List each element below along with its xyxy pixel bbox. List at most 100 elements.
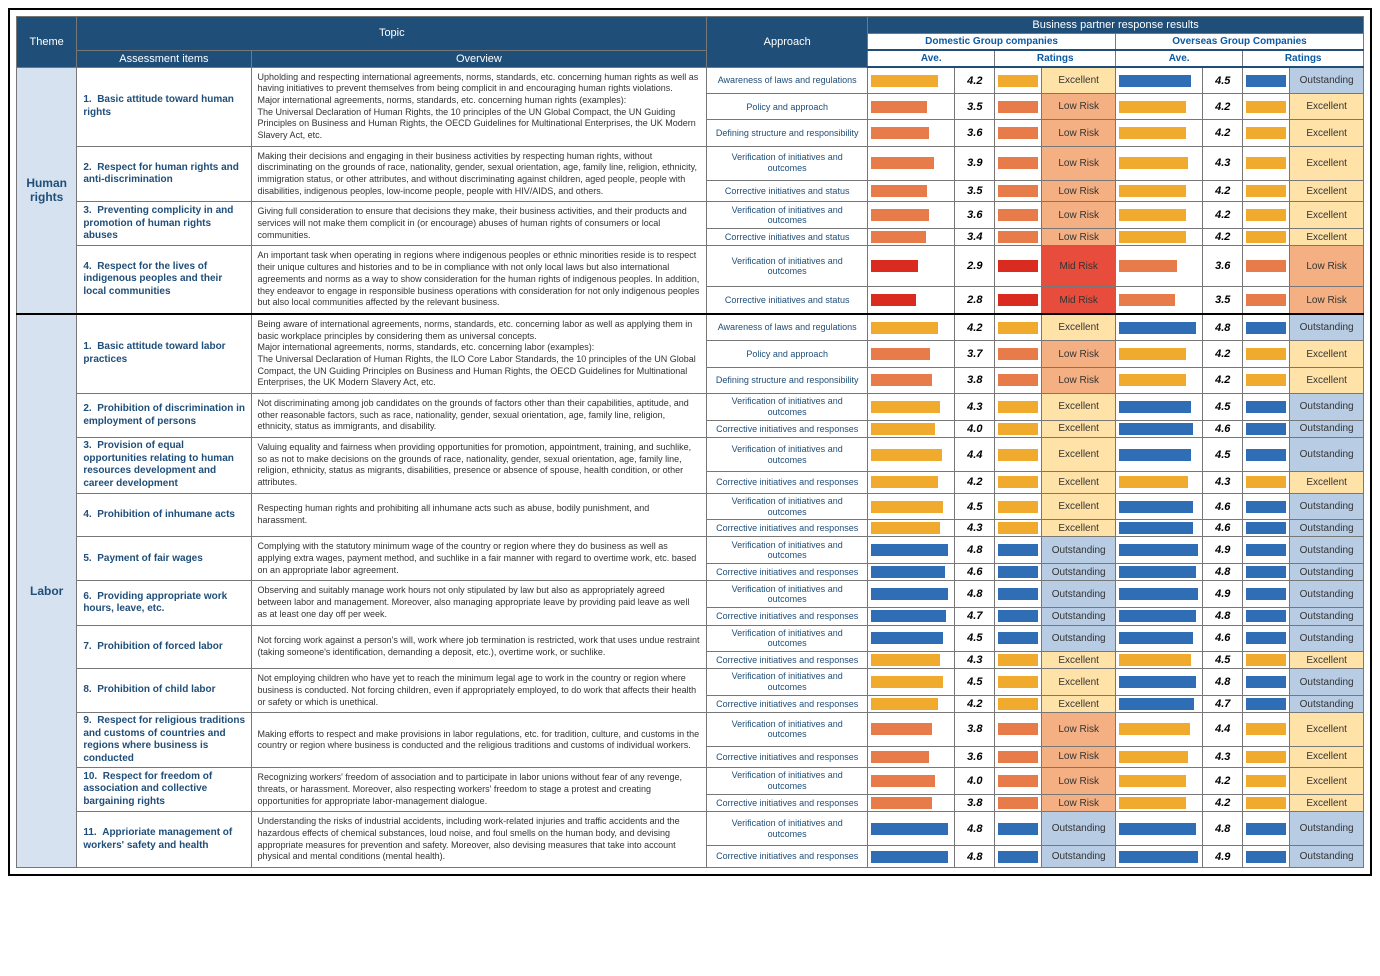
rating-label: Outstanding [1290,314,1364,341]
score-value: 4.2 [1203,202,1243,229]
score-bar [1116,438,1203,472]
rating-label: Excellent [1042,652,1116,669]
score-value: 3.8 [955,367,995,393]
rating-label: Outstanding [1290,493,1364,520]
rating-label: Outstanding [1042,608,1116,625]
hdr-overseas: Overseas Group Companies [1116,34,1364,51]
rating-bar [1243,537,1290,564]
score-bar [868,768,955,795]
assessment-item: 7. Prohibition of forced labor [77,625,251,669]
score-value: 3.4 [955,229,995,246]
rating-bar [995,669,1042,696]
approach-label: Verification of initiatives and outcomes [707,438,868,472]
assessment-item: 2. Prohibition of discrimination in empl… [77,394,251,438]
approach-label: Verification of initiatives and outcomes [707,202,868,229]
score-value: 2.8 [955,287,995,314]
rating-bar [995,394,1042,421]
table-row: 4. Prohibition of inhumane actsRespectin… [17,493,1364,520]
overview-text: Complying with the statutory minimum wag… [251,537,707,581]
rating-bar [1243,146,1290,180]
rating-label: Outstanding [1290,394,1364,421]
rating-label: Low Risk [1042,341,1116,367]
score-bar [1116,669,1203,696]
overview-text: Upholding and respecting international a… [251,67,707,146]
score-value: 3.8 [955,795,995,812]
rating-label: Excellent [1290,768,1364,795]
rating-label: Excellent [1290,652,1364,669]
approach-label: Defining structure and responsibility [707,367,868,393]
score-value: 4.2 [955,696,995,713]
rating-label: Excellent [1042,314,1116,341]
score-bar [868,564,955,581]
score-bar [1116,202,1203,229]
rating-bar [995,202,1042,229]
approach-label: Corrective initiatives and responses [707,696,868,713]
rating-label: Excellent [1290,229,1364,246]
rating-bar [1243,652,1290,669]
score-value: 4.8 [1203,812,1243,846]
score-bar [868,795,955,812]
hdr-dom-ave: Ave. [868,50,995,67]
table-row: 2. Prohibition of discrimination in empl… [17,394,1364,421]
rating-label: Outstanding [1290,812,1364,846]
assessment-item: 6. Providing appropriate work hours, lea… [77,581,251,625]
rating-label: Excellent [1290,746,1364,767]
overview-text: Recognizing workers' freedom of associat… [251,768,707,812]
rating-label: Outstanding [1042,537,1116,564]
rating-bar [1243,202,1290,229]
score-value: 4.2 [955,67,995,94]
approach-label: Corrective initiatives and status [707,180,868,202]
rating-bar [995,581,1042,608]
rating-label: Low Risk [1290,287,1364,314]
rating-label: Outstanding [1042,812,1116,846]
rating-bar [995,537,1042,564]
rating-label: Excellent [1042,472,1116,494]
score-value: 4.6 [955,564,995,581]
rating-label: Outstanding [1290,625,1364,652]
rating-bar [1243,180,1290,202]
rating-bar [1243,564,1290,581]
score-bar [1116,713,1203,747]
rating-bar [1243,846,1290,868]
assessment-item: 8. Prohibition of child labor [77,669,251,713]
score-value: 4.6 [1203,493,1243,520]
score-value: 4.5 [1203,67,1243,94]
table-header: Theme Topic Approach Business partner re… [17,17,1364,68]
approach-label: Corrective initiatives and status [707,287,868,314]
score-bar [868,420,955,437]
score-bar [868,146,955,180]
assessment-item: 11. Apprioriate management of workers' s… [77,812,251,868]
rating-bar [995,472,1042,494]
score-value: 4.8 [955,581,995,608]
rating-label: Low Risk [1042,146,1116,180]
score-bar [1116,846,1203,868]
approach-label: Corrective initiatives and responses [707,652,868,669]
score-bar [868,94,955,120]
rating-bar [995,795,1042,812]
rating-label: Outstanding [1290,520,1364,537]
rating-bar [995,180,1042,202]
score-value: 4.3 [1203,746,1243,767]
rating-label: Outstanding [1290,564,1364,581]
rating-label: Outstanding [1042,625,1116,652]
approach-label: Verification of initiatives and outcomes [707,146,868,180]
overview-text: Observing and suitably manage work hours… [251,581,707,625]
score-value: 4.7 [955,608,995,625]
score-value: 4.2 [1203,94,1243,120]
rating-bar [1243,696,1290,713]
assessment-item: 3. Preventing complicity in and promotio… [77,202,251,246]
hdr-dom-ratings: Ratings [995,50,1116,67]
score-value: 4.9 [1203,537,1243,564]
approach-label: Verification of initiatives and outcomes [707,713,868,747]
rating-label: Low Risk [1042,367,1116,393]
score-value: 4.6 [1203,420,1243,437]
rating-label: Excellent [1290,120,1364,146]
rating-bar [1243,795,1290,812]
rating-label: Low Risk [1042,746,1116,767]
rating-label: Excellent [1042,520,1116,537]
rating-bar [1243,94,1290,120]
score-value: 4.4 [1203,713,1243,747]
score-value: 3.7 [955,341,995,367]
table-row: 3. Preventing complicity in and promotio… [17,202,1364,229]
hdr-results: Business partner response results [868,17,1364,34]
